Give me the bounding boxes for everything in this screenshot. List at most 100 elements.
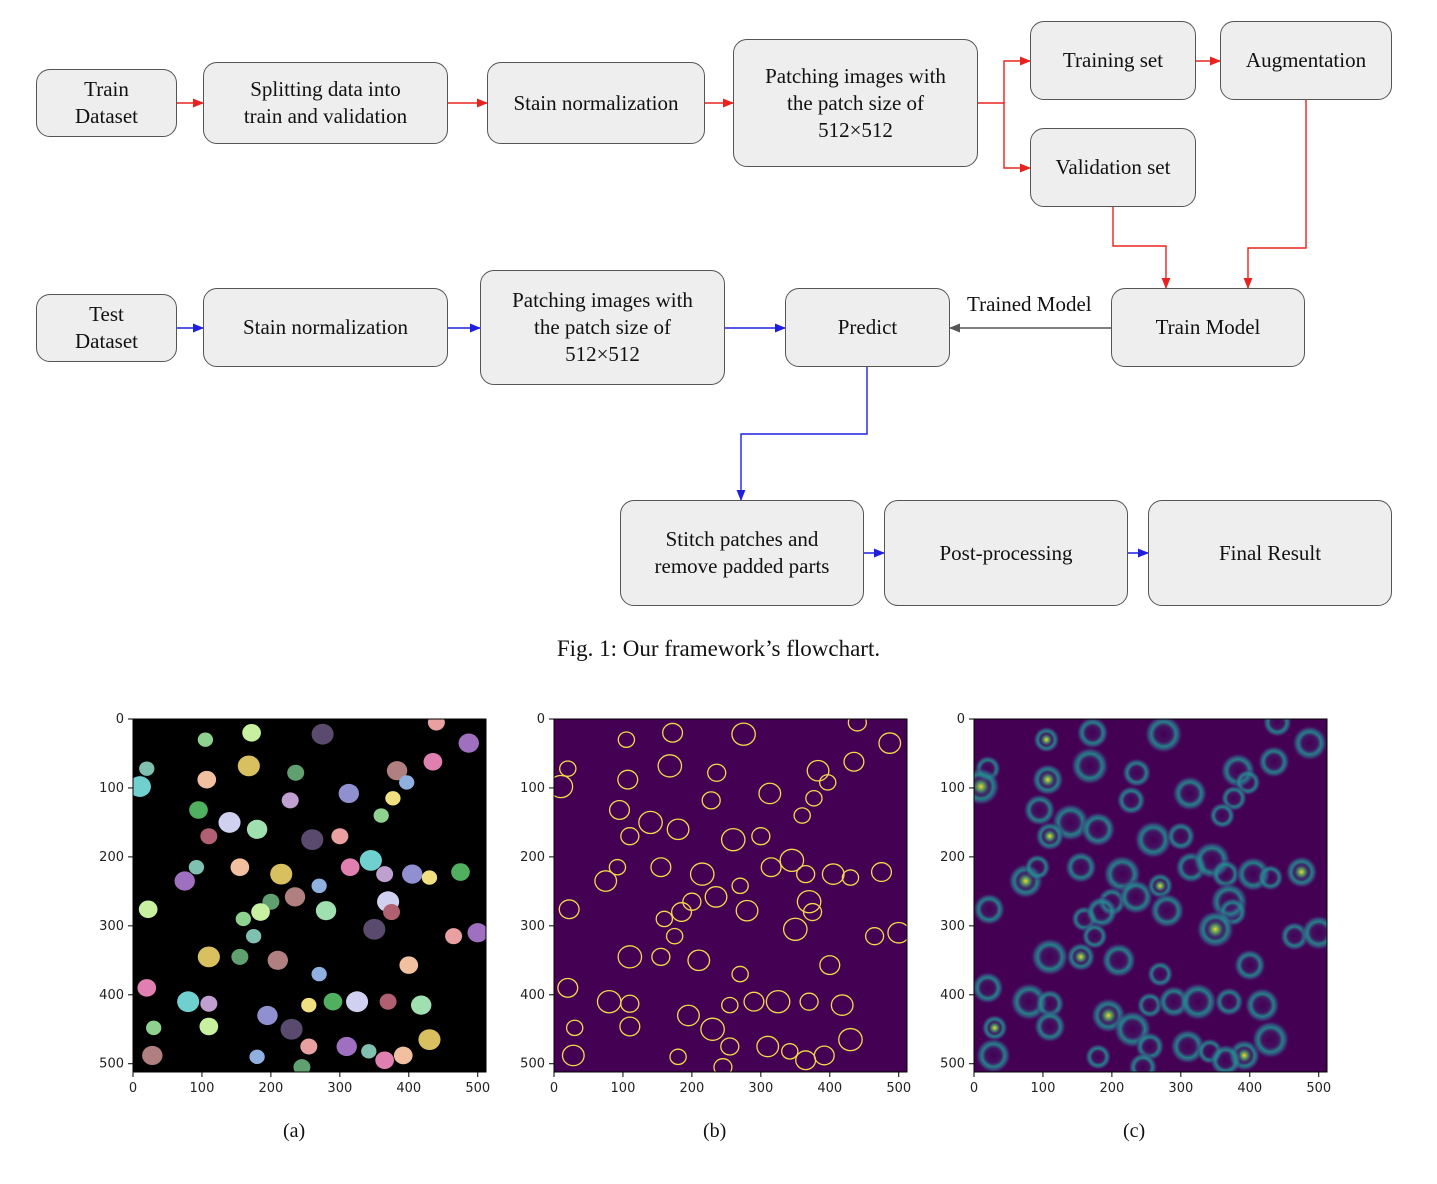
arrow-predict-to-stitch — [736, 367, 868, 502]
instance-mask-cell — [301, 997, 317, 1013]
x-tick-label: 200 — [1099, 1081, 1124, 1096]
distance-ring-cell — [1291, 725, 1327, 762]
instance-mask-cell — [301, 829, 324, 851]
contour-cell — [843, 751, 865, 772]
contour-cell — [676, 1004, 700, 1027]
distance-ring-cell — [1233, 948, 1267, 982]
result-panels: 0 0 100 100 200 200 300 300 400 400 500 500 0 0 100 10… — [99, 712, 1331, 1096]
instance-mask-cell — [142, 1045, 163, 1066]
node-test-dataset: Test Dataset — [36, 294, 177, 362]
contour-cell — [721, 996, 739, 1014]
instance-mask-cell — [421, 870, 438, 885]
panel-b-background — [554, 719, 907, 1072]
contour-cell — [864, 927, 885, 946]
instance-mask-cell — [218, 812, 241, 833]
node-train-model: Train Model — [1111, 288, 1305, 367]
contour-cell — [713, 1058, 733, 1072]
x-tick-label: 400 — [817, 1081, 842, 1096]
distance-ring-cell — [1081, 922, 1109, 950]
instance-mask-cell — [423, 752, 443, 771]
y-tick-label: 200 — [520, 850, 545, 865]
distance-ring-cell — [1133, 820, 1173, 860]
distance-peak — [974, 777, 990, 796]
contour-cell — [704, 886, 728, 908]
panel-a-instance-masks: 0 0 100 100 200 200 300 300 400 400 500 500 — [99, 712, 490, 1096]
y-tick-label: 100 — [940, 781, 965, 796]
y-tick-label: 0 — [957, 712, 965, 727]
contour-cell — [565, 1019, 584, 1037]
instance-mask-cell — [249, 1049, 265, 1065]
contour-cell — [806, 759, 830, 782]
contour-cell — [720, 827, 746, 852]
distance-peak — [1040, 771, 1056, 788]
instance-mask-cell — [323, 992, 343, 1011]
contour-cell — [666, 818, 690, 841]
y-tick-label: 400 — [940, 988, 965, 1003]
x-tick-label: 200 — [258, 1081, 283, 1096]
distance-ring-cell — [1169, 1028, 1206, 1065]
node-augmentation: Augmentation — [1220, 21, 1392, 100]
distance-ring-cell — [1300, 914, 1327, 951]
instance-mask-cell — [311, 878, 327, 894]
distance-ring-cell — [974, 971, 1005, 1005]
instance-mask-cell — [137, 979, 157, 997]
x-tick-label: 500 — [1306, 1081, 1331, 1096]
node-predict: Predict — [785, 288, 950, 367]
panel-b-contours: 0 0 100 100 200 200 300 300 400 400 500 500 — [520, 712, 911, 1096]
node-stain-normalization-test: Stain normalization — [203, 288, 448, 367]
instance-mask-cell — [197, 946, 220, 968]
instance-mask-cell — [280, 1018, 303, 1040]
instance-mask-cell — [237, 755, 260, 777]
instance-mask-cell — [458, 733, 479, 753]
contour-cell — [608, 800, 631, 821]
distance-ring-cell — [1146, 960, 1174, 988]
x-tick-label: 100 — [190, 1081, 215, 1096]
distance-peak — [1206, 920, 1225, 939]
x-tick-label: 0 — [129, 1081, 137, 1096]
distance-ring-cell — [1250, 1020, 1290, 1060]
node-patching-train: Patching images with the patch size of 5… — [733, 39, 978, 167]
instance-mask-cell — [383, 904, 401, 921]
instance-mask-cell — [385, 791, 401, 806]
instance-mask-cell — [359, 849, 382, 871]
contour-cell — [670, 902, 693, 923]
arrow-patch-to-validation — [1003, 103, 1032, 173]
instance-mask-cell — [133, 776, 151, 797]
distance-ring-cell — [1022, 793, 1056, 827]
instance-mask-cell — [399, 775, 415, 790]
x-tick-label: 500 — [886, 1081, 911, 1096]
contour-cell — [735, 899, 759, 922]
panel-label-c: (c) — [1123, 1120, 1146, 1142]
instance-mask-cell — [361, 1044, 377, 1059]
contour-cell — [617, 945, 643, 969]
contour-cell — [751, 827, 771, 846]
contour-cell — [554, 774, 574, 799]
contour-cell — [720, 1037, 740, 1056]
instance-mask-cell — [451, 863, 470, 881]
distance-peak — [1293, 864, 1310, 880]
contour-cell — [700, 1017, 725, 1041]
distance-ring-cell — [1257, 745, 1291, 779]
contour-cell — [887, 921, 907, 944]
instance-mask-cell — [287, 764, 305, 781]
instance-mask-cell — [467, 923, 486, 943]
y-tick-label: 200 — [99, 850, 124, 865]
y-tick-label: 300 — [520, 919, 545, 934]
y-tick-label: 400 — [99, 988, 124, 1003]
instance-mask-cell — [410, 995, 432, 1015]
contour-cell — [662, 722, 684, 743]
distance-peak — [1040, 733, 1053, 746]
contour-cell — [731, 722, 756, 746]
instance-mask-cell — [418, 1029, 441, 1050]
instance-mask-cell — [235, 911, 251, 927]
distance-ring-cell — [1064, 850, 1098, 884]
panel-c-distance-map: 0 0 100 100 200 200 300 300 400 400 500 500 — [940, 712, 1331, 1096]
x-tick-label: 100 — [1031, 1081, 1056, 1096]
instance-mask-cell — [246, 819, 268, 839]
node-final-result: Final Result — [1148, 500, 1392, 606]
contour-cell — [743, 991, 765, 1012]
y-tick-label: 500 — [940, 1057, 965, 1072]
instance-mask-cell — [139, 761, 155, 776]
distance-ring-cell — [1084, 1043, 1112, 1071]
contour-cell — [559, 760, 577, 777]
